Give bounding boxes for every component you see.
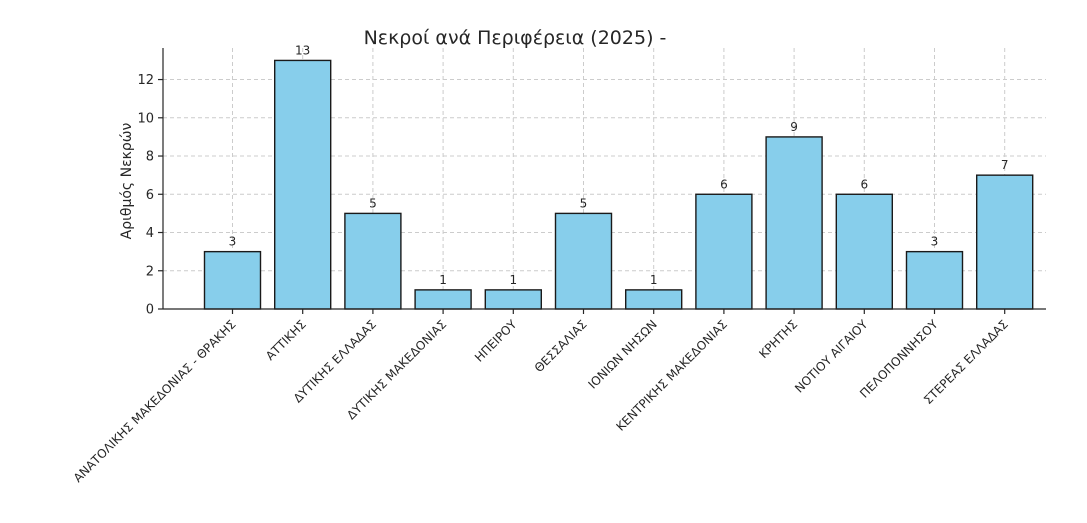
y-axis-label: Αριθμός Νεκρών (119, 123, 135, 240)
bar-value-label: 3 (229, 235, 237, 249)
x-tick-label: ΙΟΝΙΩΝ ΝΗΣΩΝ (585, 317, 659, 391)
bar (835, 193, 893, 310)
y-tick-label: 12 (137, 73, 154, 88)
y-tick-labels: 0 2 4 6 8 10 12 (137, 73, 163, 318)
bar (765, 136, 823, 310)
bar (344, 212, 402, 310)
bar-value-label: 5 (580, 196, 588, 210)
y-tick-label: 8 (146, 150, 154, 165)
x-tick-label: ΗΠΕΙΡΟΥ (472, 317, 520, 365)
bar-value-label: 6 (860, 177, 868, 191)
bar-value-label: 3 (931, 235, 939, 249)
bar-value-label: 1 (439, 273, 447, 287)
bar-value-label: 1 (650, 273, 658, 287)
bar (274, 59, 332, 310)
x-tick-label: ΝΟΤΙΟΥ ΑΙΓΑΙΟΥ (792, 317, 871, 396)
bar-value-label: 9 (790, 120, 798, 134)
x-tick-labels: ΑΝΑΤΟΛΙΚΗΣ ΜΑΚΕΔΟΝΙΑΣ - ΘΡΑΚΗΣ ΑΤΤΙΚΗΣΔΥΤ… (71, 309, 1011, 485)
x-tick-label: ΚΕΝΤΡΙΚΗΣ ΜΑΚΕΔΟΝΙΑΣ (613, 317, 730, 434)
x-tick-label: ΑΝΑΤΟΛΙΚΗΣ ΜΑΚΕΔΟΝΙΑΣ - ΘΡΑΚΗΣ (71, 317, 239, 485)
y-tick-label: 6 (146, 188, 154, 203)
bar-value-label: 5 (369, 196, 377, 210)
bar-value-label: 6 (720, 177, 728, 191)
x-tick-label: ΑΤΤΙΚΗΣ (263, 317, 309, 363)
bar (625, 289, 683, 310)
y-tick-label: 2 (146, 264, 154, 279)
bar-value-label: 1 (509, 273, 517, 287)
x-tick-label: ΠΕΛΟΠΟΝΝΗΣΟΥ (857, 317, 941, 401)
bar (976, 174, 1034, 310)
bar-value-label: 13 (295, 43, 310, 57)
bar (484, 289, 542, 310)
bar (905, 250, 964, 310)
bar (414, 289, 472, 310)
bar (554, 212, 613, 310)
bar-value-label: 7 (1001, 158, 1009, 172)
x-tick-label: ΘΕΣΣΑΛΙΑΣ (532, 317, 590, 375)
bars: 3 13 5 1 1 5 1 6 9 6 3 7 (203, 43, 1034, 310)
y-tick-label: 4 (146, 226, 154, 241)
x-tick-label: ΚΡΗΤΗΣ (756, 317, 800, 361)
chart-title: Νεκροί ανά Περιφέρεια (2025) - (364, 27, 667, 49)
bar (203, 250, 262, 310)
axes (162, 48, 1046, 310)
y-tick-label: 0 (146, 303, 154, 318)
y-tick-label: 10 (137, 111, 154, 126)
bar (695, 193, 753, 310)
